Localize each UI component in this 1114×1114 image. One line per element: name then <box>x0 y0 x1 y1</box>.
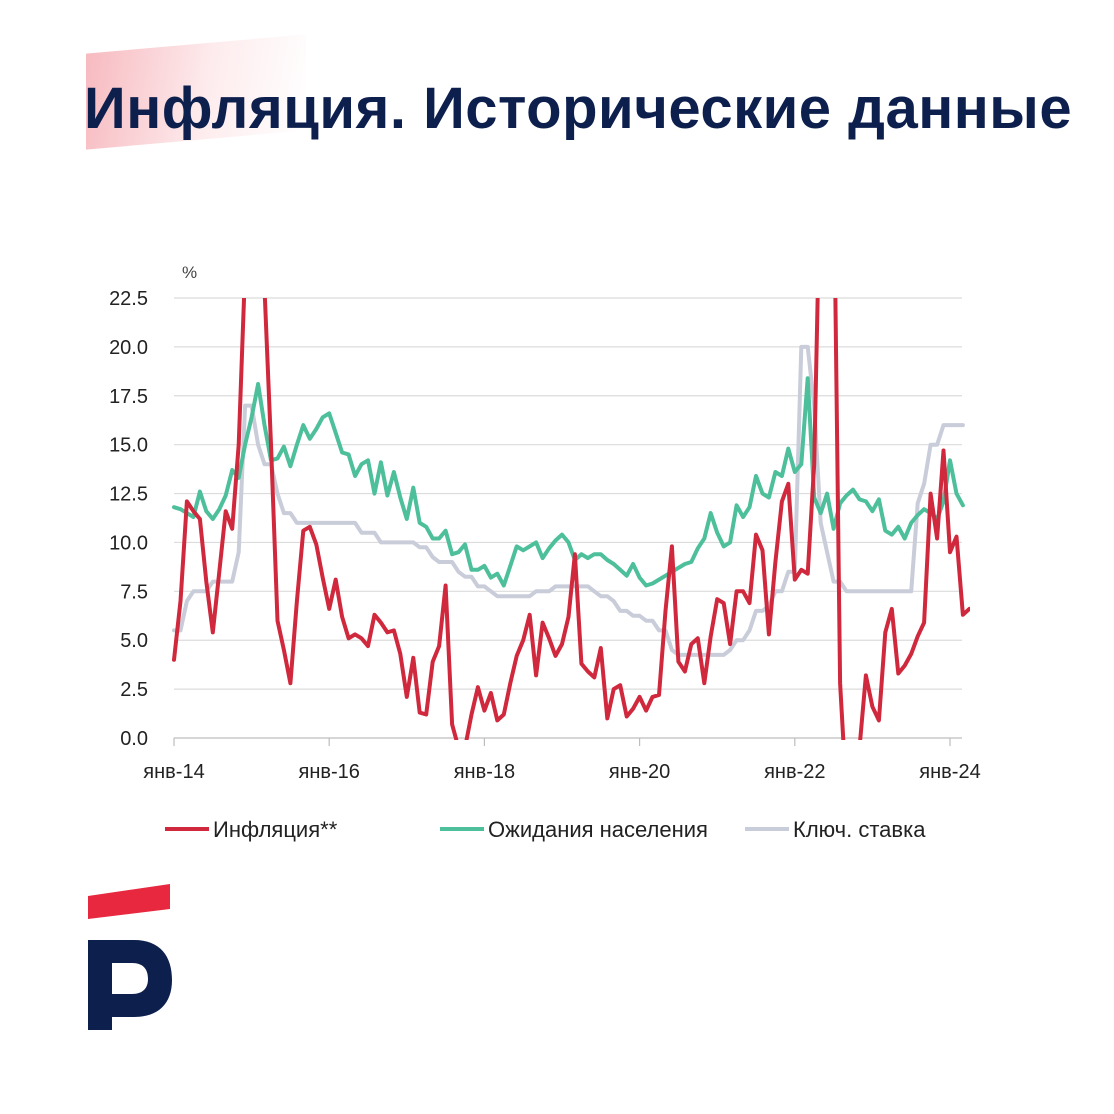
y-tick-label: 0.0 <box>120 728 148 750</box>
page-title: Инфляция. Исторические данные <box>84 76 1073 141</box>
x-tick-label: янв-18 <box>454 761 515 783</box>
x-axis-ticks: янв-14 янв-16 янв-18 янв-20 янв-22 янв-24 <box>143 738 981 783</box>
y-tick-label: 17.5 <box>109 386 148 408</box>
legend-label: Ожидания населения <box>488 817 708 842</box>
series-lines <box>172 298 970 740</box>
series-line-0 <box>172 298 970 740</box>
y-tick-label: 2.5 <box>120 679 148 701</box>
x-tick-label: янв-22 <box>764 761 825 783</box>
y-tick-label: 7.5 <box>120 581 148 603</box>
y-axis-ticks: 22.5 20.0 17.5 15.0 12.5 10.0 7.5 5.0 2.5 0.0 <box>109 288 148 750</box>
y-tick-label: 22.5 <box>109 288 148 310</box>
x-tick-label: янв-20 <box>609 761 670 783</box>
chart-legend: Инфляция** Ожидания населения Ключ. ставка <box>165 817 926 842</box>
legend-label: Ключ. ставка <box>793 817 926 842</box>
x-tick-label: янв-24 <box>919 761 980 783</box>
y-tick-label: 12.5 <box>109 484 148 506</box>
y-tick-label: 20.0 <box>109 337 148 359</box>
series-line-2 <box>172 344 965 657</box>
y-tick-label: 10.0 <box>109 532 148 554</box>
series-line-1 <box>172 376 965 588</box>
legend-label: Инфляция** <box>213 817 338 842</box>
y-axis-unit-label: % <box>182 263 197 282</box>
x-tick-label: янв-14 <box>143 761 204 783</box>
x-tick-label: янв-16 <box>298 761 359 783</box>
brand-logo <box>88 884 172 1030</box>
y-tick-label: 5.0 <box>120 630 148 652</box>
y-tick-label: 15.0 <box>109 435 148 457</box>
